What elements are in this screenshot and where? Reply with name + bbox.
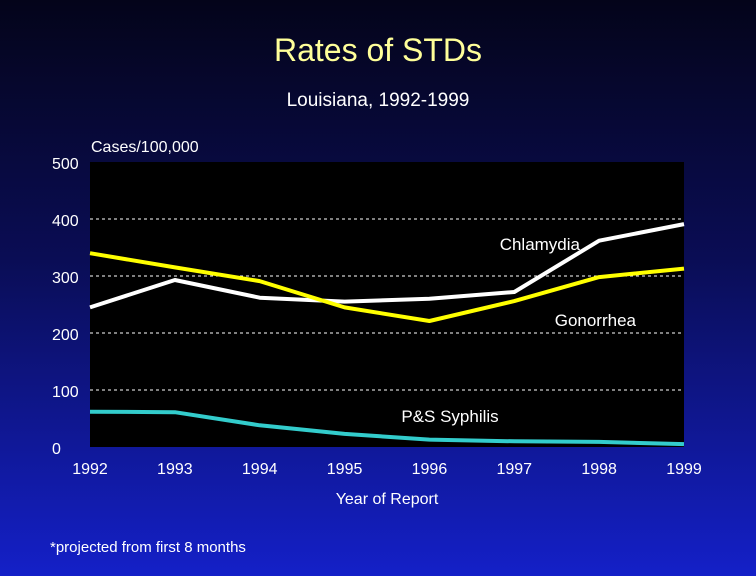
y-tick-label: 100 <box>52 384 79 401</box>
chart-title: Rates of STDs <box>273 32 483 68</box>
series-line-chlamydia <box>89 222 685 310</box>
x-tick-label: 1992 <box>72 461 108 478</box>
y-tick-label: 300 <box>52 270 79 287</box>
x-tick-label: 1995 <box>327 461 363 478</box>
x-tick-label: 1996 <box>412 461 448 478</box>
series-label-gonorrhea: Gonorrhea <box>555 311 637 330</box>
series-label-chlamydia: Chlamydia <box>500 235 581 254</box>
series-line-gonorrhea <box>89 251 685 323</box>
x-tick-label: 1999 <box>666 461 702 478</box>
series-label-p-s-syphilis: P&S Syphilis <box>401 407 498 426</box>
y-tick-label: 500 <box>52 156 79 173</box>
y-tick-label: 0 <box>52 441 61 458</box>
y-tick-label: 400 <box>52 213 79 230</box>
x-tick-label: 1998 <box>581 461 617 478</box>
x-tick-label: 1997 <box>496 461 532 478</box>
x-axis-label: Year of Report <box>336 491 439 508</box>
chart-subtitle: Louisiana, 1992-1999 <box>286 90 470 111</box>
y-axis-label: Cases/100,000 <box>91 139 199 156</box>
series-line-p-s-syphilis <box>89 409 685 447</box>
y-tick-label: 200 <box>52 327 79 344</box>
footnote: *projected from first 8 months <box>50 539 246 556</box>
x-tick-label: 1993 <box>157 461 193 478</box>
plot-area <box>90 162 684 447</box>
x-tick-label: 1994 <box>242 461 278 478</box>
